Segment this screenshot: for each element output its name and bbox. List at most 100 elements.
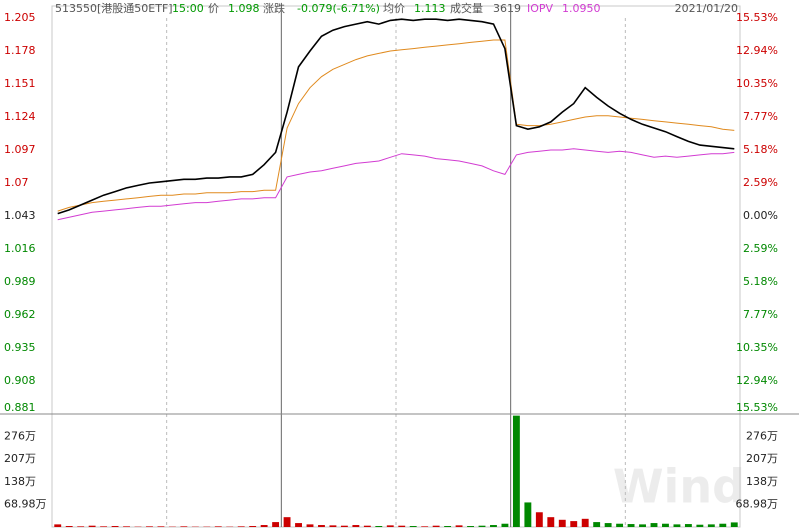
volume-bar: [249, 526, 257, 527]
volume-bar: [88, 525, 96, 527]
volume-bar: [593, 522, 601, 527]
volume-bar: [432, 525, 440, 527]
y2-tick-label: 10.35%: [736, 341, 778, 354]
volume-bar: [146, 526, 153, 527]
y2-tick-label: 5.18%: [743, 143, 778, 156]
volume-bar: [616, 523, 624, 527]
volume-bar: [650, 523, 658, 527]
y2-tick-label: 15.53%: [736, 401, 778, 414]
volume-bar: [180, 526, 188, 527]
volume-bar: [283, 517, 291, 527]
volume-bar: [352, 525, 360, 527]
y2-tick-label: 0.00%: [743, 209, 778, 222]
header-change: -0.079(-6.71%): [297, 2, 380, 15]
volume-bar: [214, 526, 222, 527]
volume-bar: [581, 518, 589, 527]
y2-tick-label: 138万: [746, 475, 778, 488]
volume-bar: [444, 526, 452, 527]
volume-bar: [547, 517, 555, 527]
y2-tick-label: 10.35%: [736, 77, 778, 90]
header-time: 15:00: [172, 2, 204, 15]
volume-bar: [604, 523, 612, 527]
volume-bar: [524, 502, 532, 527]
y2-tick-label: 7.77%: [743, 308, 778, 321]
volume-bar: [100, 526, 108, 527]
volume-bar: [329, 525, 337, 527]
header-price-label: 价: [208, 2, 219, 15]
y-tick-label: 1.016: [4, 242, 36, 255]
watermark: Wind: [613, 460, 745, 514]
y-tick-label: 1.124: [4, 110, 36, 123]
y-tick-label: 276万: [4, 430, 36, 443]
y-tick-label: 0.935: [4, 341, 36, 354]
volume-bar: [272, 522, 280, 527]
volume-bar: [398, 525, 406, 527]
volume-bar: [123, 526, 130, 527]
y2-tick-label: 276万: [746, 430, 778, 443]
volume-bar: [719, 523, 727, 527]
volume-bar: [306, 524, 314, 527]
volume-bar: [421, 526, 429, 527]
y-tick-label: 1.043: [4, 209, 36, 222]
volume-bar: [627, 524, 635, 527]
volume-bar: [570, 521, 578, 527]
volume-bar: [455, 525, 463, 527]
y-tick-label: 207万: [4, 452, 36, 465]
volume-bar: [467, 526, 474, 527]
y2-tick-label: 5.18%: [743, 275, 778, 288]
volume-bar: [157, 526, 165, 527]
header-volume-label: 成交量: [450, 1, 483, 15]
header-iopv: 1.0950: [562, 2, 601, 15]
series-line: [57, 39, 735, 212]
y2-tick-label: 68.98万: [736, 497, 779, 510]
volume-bar: [662, 523, 669, 527]
volume-bar: [512, 415, 520, 527]
plot-frame: [51, 5, 741, 528]
y2-tick-label: 15.53%: [736, 11, 778, 24]
series-line: [57, 148, 735, 221]
y-tick-label: 0.989: [4, 275, 36, 288]
volume-bar: [318, 525, 325, 527]
series-line: [57, 18, 735, 215]
y-tick-label: 1.205: [4, 11, 36, 24]
volume-bar: [237, 526, 245, 527]
volume-bar: [386, 525, 394, 527]
volume-bar: [673, 524, 681, 527]
volume-bar: [260, 525, 268, 527]
y2-tick-label: 2.59%: [743, 176, 778, 189]
header-avg: 1.113: [414, 2, 446, 15]
y2-tick-label: 207万: [746, 452, 778, 465]
y-tick-label: 0.881: [4, 401, 36, 414]
volume-bar: [111, 526, 119, 527]
volume-bar: [409, 526, 417, 527]
y-tick-label: 1.097: [4, 143, 36, 156]
header-date: 2021/01/20: [675, 2, 738, 15]
volume-bar: [558, 519, 566, 527]
header-price: 1.098: [228, 2, 260, 15]
volume-bar: [490, 525, 497, 527]
volume-bar: [535, 512, 543, 527]
y2-tick-label: 7.77%: [743, 110, 778, 123]
y-tick-label: 1.07: [4, 176, 29, 189]
volume-bar: [54, 524, 62, 527]
header-code: 513550[港股通50ETF]: [55, 2, 173, 15]
volume-bar: [501, 523, 509, 527]
volume-bar: [340, 525, 348, 527]
volume-bar: [375, 526, 383, 527]
y2-tick-label: 12.94%: [736, 374, 778, 387]
y2-tick-label: 12.94%: [736, 44, 778, 57]
header-iopv-label: IOPV: [527, 2, 554, 15]
y-tick-label: 1.178: [4, 44, 36, 57]
y-tick-label: 0.962: [4, 308, 36, 321]
y2-tick-label: 2.59%: [743, 242, 778, 255]
volume-bar: [707, 524, 715, 527]
volume-bar: [65, 526, 73, 527]
y-tick-label: 1.151: [4, 77, 36, 90]
volume-bar: [730, 522, 738, 527]
volume-bar: [77, 526, 85, 527]
volume-bar: [696, 524, 704, 527]
y-tick-label: 138万: [4, 475, 36, 488]
y-tick-label: 68.98万: [4, 497, 47, 510]
volume-bar: [478, 525, 486, 527]
